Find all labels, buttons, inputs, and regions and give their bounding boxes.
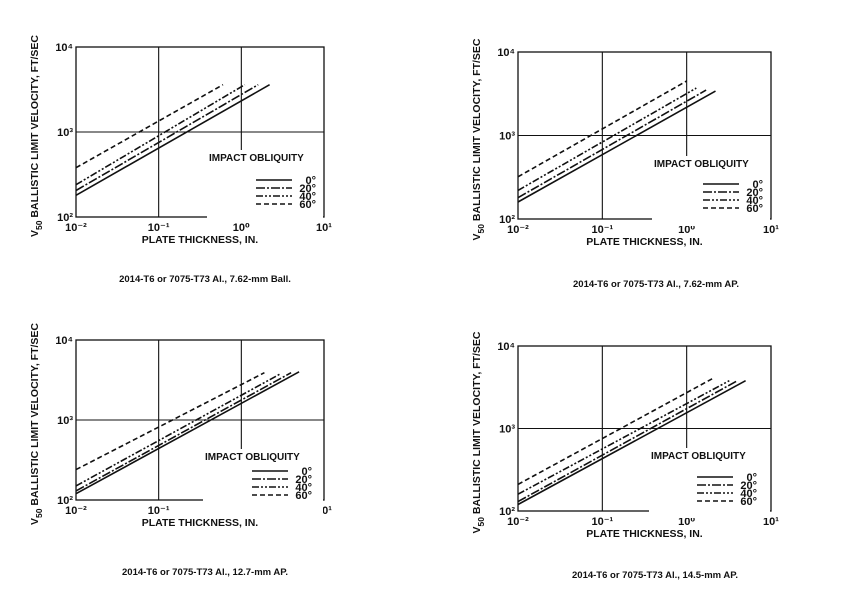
- legend-label: 20°: [299, 183, 316, 195]
- y-tick-label: 10²: [499, 214, 515, 226]
- legend-label: 0°: [301, 466, 312, 478]
- chart-panel-4: 10⁻² 10⁻¹ 10⁰ 10¹ 10⁴ 10³ 10² PLATE THICKNESS, …: [471, 331, 779, 581]
- legend-label: 60°: [295, 490, 312, 502]
- legend-label: 60°: [299, 199, 316, 211]
- legend-label: 60°: [740, 496, 757, 508]
- legend-label: 0°: [746, 472, 757, 484]
- legend-label: 60°: [746, 203, 763, 215]
- y-tick-label: 10⁴: [55, 42, 73, 54]
- x-axis-label: PLATE THICKNESS, IN.: [586, 528, 703, 540]
- legend-label: 40°: [299, 191, 316, 203]
- series-line-3: [517, 80, 688, 178]
- legend-label: 40°: [295, 482, 312, 494]
- figure-caption: 2014-T6 or 7075-T73 Al., 7.62-mm AP.: [573, 279, 739, 290]
- x-tick-label: 10⁻²: [65, 222, 87, 234]
- figure-caption: 2014-T6 or 7075-T73 Al., 14.5-mm AP.: [572, 570, 738, 581]
- x-tick-label: 10⁻²: [507, 224, 529, 236]
- y-tick-label: 10³: [57, 127, 73, 139]
- x-tick-label: 10⁻²: [507, 516, 529, 528]
- series-line-1: [517, 89, 707, 199]
- series-line-2: [75, 372, 282, 487]
- y-axis-label: V50 BALLISTIC LIMIT VELOCITY, FT/SEC: [29, 35, 44, 237]
- legend-label: 40°: [740, 488, 757, 500]
- legend-label: 20°: [295, 474, 312, 486]
- x-tick-label: 10⁰: [233, 222, 250, 234]
- y-axis-label: V50 BALLISTIC LIMIT VELOCITY, FT/SEC: [29, 323, 44, 525]
- y-tick-label: 10²: [57, 212, 73, 224]
- legend-title: IMPACT OBLIQUITY: [651, 451, 746, 462]
- x-tick-label: 10⁻¹: [148, 505, 170, 517]
- y-tick-label: 10³: [499, 131, 515, 143]
- series-line-2: [517, 379, 730, 495]
- x-tick-label: 10⁻²: [65, 505, 87, 517]
- x-tick-label: 10⁰: [678, 224, 695, 236]
- x-axis-label: PLATE THICKNESS, IN.: [586, 236, 703, 248]
- chart-panel-2: 10⁻² 10⁻¹ 10⁰ 10¹ 10⁴ 10³ 10² PLATE THICKNESS, …: [471, 38, 779, 290]
- series-line-1: [75, 371, 292, 492]
- figure-caption: 2014-T6 or 7075-T73 Al., 7.62-mm Ball.: [119, 274, 291, 285]
- x-tick-label: 10⁻¹: [591, 224, 613, 236]
- x-tick-label: 10¹: [763, 224, 779, 236]
- series-line-0: [517, 90, 716, 203]
- legend-background: [203, 449, 323, 519]
- series-line-1: [75, 84, 259, 192]
- legend-label: 0°: [752, 179, 763, 191]
- y-tick-label: 10⁴: [497, 47, 515, 59]
- y-tick-label: 10²: [57, 495, 73, 507]
- chart-panel-1: 10⁻² 10⁻¹ 10⁰ 10¹ 10⁴ 10³ 10² PLATE THICKNESS, …: [29, 35, 332, 285]
- legend-label: 0°: [305, 175, 316, 187]
- figure-caption: 2014-T6 or 7075-T73 Al., 12.7-mm AP.: [122, 567, 288, 578]
- series-line-0: [75, 371, 300, 495]
- y-tick-label: 10³: [57, 415, 73, 427]
- legend-background: [207, 150, 323, 220]
- series-line-0: [75, 84, 270, 196]
- legend-background: [652, 156, 770, 226]
- y-tick-label: 10³: [499, 424, 515, 436]
- x-axis-label: PLATE THICKNESS, IN.: [142, 517, 259, 529]
- y-axis-label: V50 BALLISTIC LIMIT VELOCITY, FT/SEC: [471, 331, 486, 533]
- series-line-1: [517, 379, 738, 503]
- x-tick-label: 10¹: [316, 222, 332, 234]
- legend-label: 20°: [740, 480, 757, 492]
- series-line-0: [517, 379, 746, 506]
- x-axis-label: PLATE THICKNESS, IN.: [142, 234, 259, 246]
- x-tick-label: 10⁻¹: [591, 516, 613, 528]
- legend-title: IMPACT OBLIQUITY: [654, 159, 749, 170]
- legend-title: IMPACT OBLIQUITY: [209, 153, 304, 164]
- legend-label: 20°: [746, 187, 763, 199]
- y-tick-label: 10²: [499, 506, 515, 518]
- y-tick-label: 10⁴: [497, 341, 515, 353]
- series-line-2: [75, 84, 246, 186]
- series-line-3: [75, 84, 224, 169]
- legend-background: [649, 448, 770, 518]
- x-tick-label: 10¹: [763, 516, 779, 528]
- series-line-3: [75, 371, 265, 471]
- series-line-3: [517, 378, 713, 486]
- x-tick-label: 10⁻¹: [148, 222, 170, 234]
- legend-title: IMPACT OBLIQUITY: [205, 452, 300, 463]
- x-tick-label: 10⁰: [678, 516, 695, 528]
- legend-label: 40°: [746, 195, 763, 207]
- y-tick-label: 10⁴: [55, 335, 73, 347]
- y-axis-label: V50 BALLISTIC LIMIT VELOCITY, FT/SEC: [471, 38, 486, 240]
- series-line-2: [517, 87, 697, 192]
